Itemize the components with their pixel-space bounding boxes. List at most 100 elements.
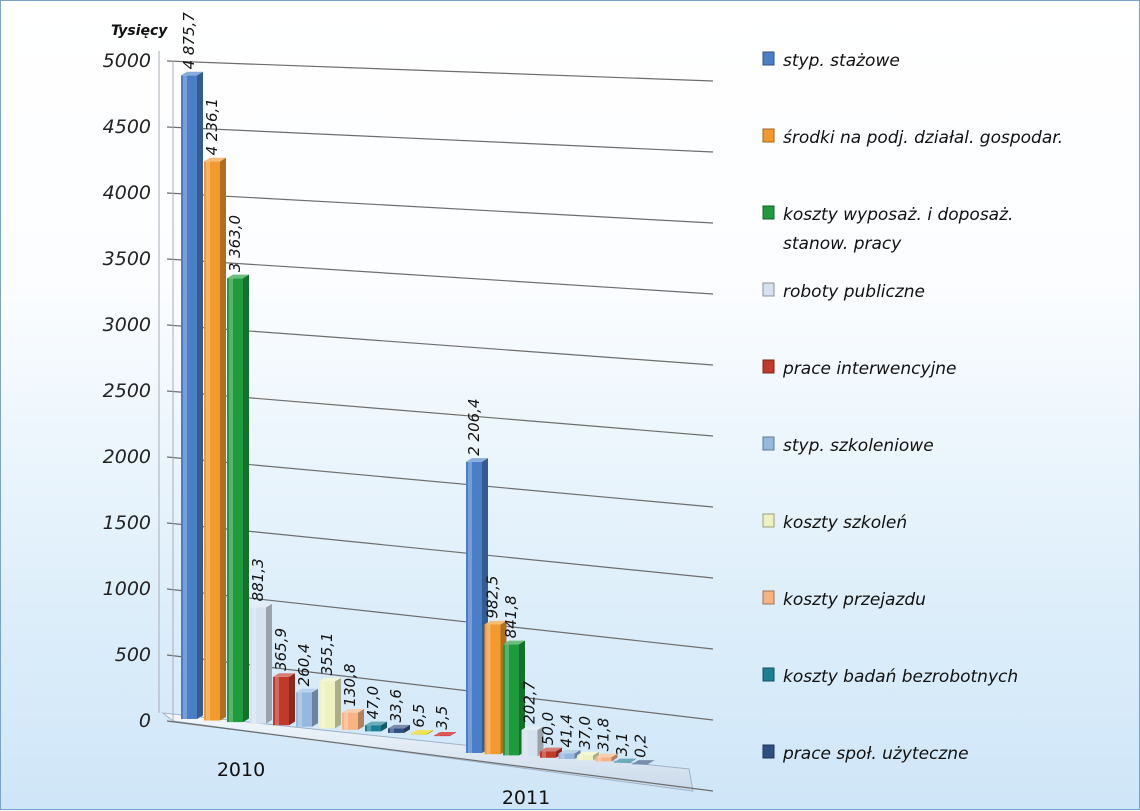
gridline bbox=[166, 60, 714, 82]
bar-top bbox=[250, 603, 272, 608]
bar-highlight bbox=[367, 725, 371, 732]
bar-top bbox=[296, 688, 318, 693]
bar-side bbox=[289, 673, 295, 726]
y-unit-label: Tysięcy bbox=[111, 23, 168, 39]
bar-side bbox=[335, 677, 341, 729]
bar-top bbox=[273, 673, 295, 677]
bar-top bbox=[558, 749, 581, 754]
legend-label: koszty wyposaż. i doposaż. bbox=[783, 205, 1013, 225]
data-label: 3,5 bbox=[433, 706, 451, 730]
legend-swatch bbox=[762, 205, 775, 220]
bar-front bbox=[388, 728, 404, 733]
bar-highlight bbox=[321, 681, 325, 729]
data-label: 37,0 bbox=[576, 716, 594, 749]
bar-9-2010 bbox=[365, 721, 387, 732]
bar-highlight bbox=[468, 461, 472, 753]
data-label: 4 875,7 bbox=[180, 12, 198, 70]
legend-label: prace społ. użyteczne bbox=[782, 744, 969, 764]
y-tick-label: 1000 bbox=[103, 578, 151, 600]
y-tick-label: 5000 bbox=[103, 50, 151, 72]
bar-side bbox=[611, 753, 618, 762]
data-label: 365,9 bbox=[272, 628, 290, 671]
bar-6-2010 bbox=[296, 688, 318, 727]
bar-top bbox=[632, 760, 655, 764]
y-tick-label: 3500 bbox=[103, 248, 151, 270]
bar-front bbox=[614, 762, 630, 763]
bar-top bbox=[181, 71, 203, 76]
bar-highlight bbox=[486, 624, 491, 755]
data-label: 31,8 bbox=[595, 718, 613, 751]
gridline bbox=[166, 192, 714, 224]
gridline bbox=[166, 588, 714, 650]
bar-front bbox=[434, 735, 450, 737]
bar-side bbox=[266, 603, 272, 724]
legend-swatch bbox=[762, 359, 775, 374]
data-labels: 4 875,7 2 206,4 4 236,1 982,5 3 363,0 841,8 88… bbox=[180, 12, 650, 758]
bar-10-2010 bbox=[388, 724, 410, 733]
bar-12-2010 bbox=[434, 731, 456, 737]
bar-front bbox=[411, 733, 427, 735]
legend-label: koszty przejazdu bbox=[783, 590, 926, 610]
legend-label: koszty szkoleń bbox=[783, 513, 907, 533]
bar-highlight bbox=[560, 753, 565, 759]
gridline bbox=[166, 720, 714, 792]
bar-top bbox=[521, 726, 544, 730]
bar-side bbox=[556, 747, 562, 758]
bar-top bbox=[434, 731, 456, 736]
data-label: 202,7 bbox=[521, 680, 539, 723]
bar-top bbox=[227, 274, 249, 279]
bar-front bbox=[577, 755, 593, 761]
bar-side bbox=[630, 758, 636, 763]
bar-top bbox=[365, 721, 387, 726]
bar-highlight bbox=[436, 735, 440, 737]
gridline bbox=[166, 390, 714, 437]
bar-4-2011 bbox=[521, 726, 544, 757]
bar-8-2011 bbox=[595, 753, 618, 762]
bar-front bbox=[632, 763, 649, 765]
bar-5-2011 bbox=[540, 747, 562, 758]
bar-side bbox=[537, 726, 544, 757]
data-label: 0,2 bbox=[632, 734, 650, 758]
gridline bbox=[166, 258, 714, 295]
bar-top bbox=[595, 753, 618, 758]
bar-front bbox=[503, 644, 519, 756]
legend-label: styp. stażowe bbox=[783, 51, 900, 71]
legend-label: roboty publiczne bbox=[783, 282, 925, 302]
data-label: 355,1 bbox=[318, 632, 336, 675]
bar-side bbox=[404, 724, 410, 733]
legend-swatch bbox=[762, 282, 775, 297]
bar-front bbox=[521, 729, 538, 757]
data-label: 881,3 bbox=[249, 558, 267, 601]
bar-10-2011 bbox=[632, 760, 655, 765]
data-label: 3,1 bbox=[613, 732, 631, 756]
bar-side bbox=[358, 708, 364, 730]
bar-4-2010 bbox=[250, 603, 272, 724]
bar-top bbox=[484, 620, 507, 625]
bar-side bbox=[197, 71, 203, 719]
bar-7-2011 bbox=[577, 751, 599, 761]
legend-swatch bbox=[762, 436, 775, 451]
bar-highlight bbox=[275, 676, 279, 726]
bar-side bbox=[243, 274, 249, 723]
data-label: 130,8 bbox=[341, 664, 359, 707]
bar-side bbox=[519, 640, 525, 756]
bar-top bbox=[540, 747, 562, 752]
bar-highlight bbox=[298, 692, 302, 727]
legend-label: stanow. pracy bbox=[783, 234, 902, 254]
bar-2-2010 bbox=[204, 157, 226, 721]
bar-1-2010 bbox=[181, 71, 203, 720]
bar-side bbox=[574, 749, 581, 759]
gridline bbox=[166, 324, 714, 366]
y-tick-label: 4000 bbox=[103, 182, 151, 204]
data-label: 2 206,4 bbox=[465, 398, 483, 455]
data-label: 41,4 bbox=[558, 714, 576, 747]
x-category-label: 2011 bbox=[502, 787, 550, 809]
bar-highlight bbox=[579, 755, 583, 761]
bar-highlight bbox=[390, 728, 394, 733]
bar-highlight bbox=[413, 733, 417, 735]
legend-swatch bbox=[762, 513, 775, 528]
bar-top bbox=[411, 730, 433, 734]
data-label: 47,0 bbox=[364, 686, 382, 719]
bar-7-2010 bbox=[319, 677, 341, 729]
